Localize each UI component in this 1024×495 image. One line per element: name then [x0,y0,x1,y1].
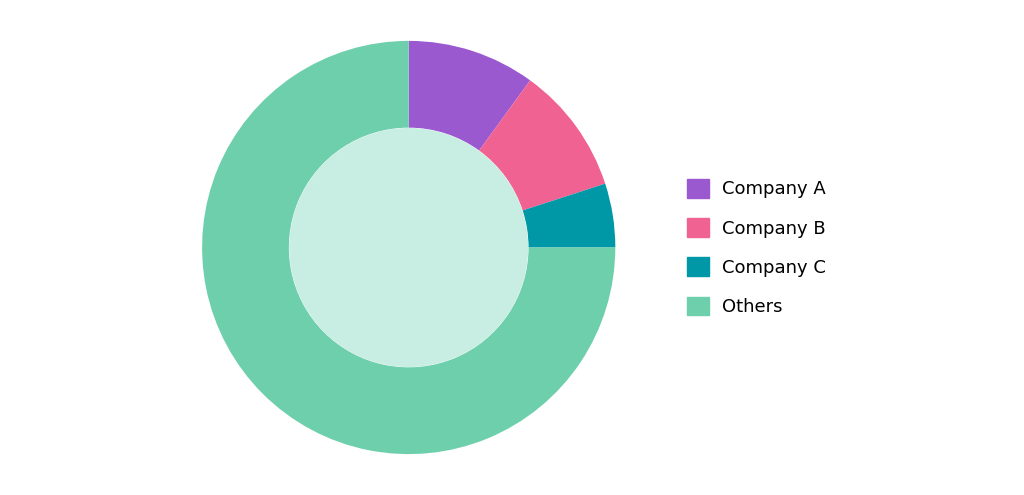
Circle shape [290,129,527,366]
Wedge shape [409,41,530,150]
Wedge shape [479,80,605,210]
Wedge shape [522,184,615,248]
Legend: Company A, Company B, Company C, Others: Company A, Company B, Company C, Others [680,172,833,323]
Wedge shape [202,41,615,454]
